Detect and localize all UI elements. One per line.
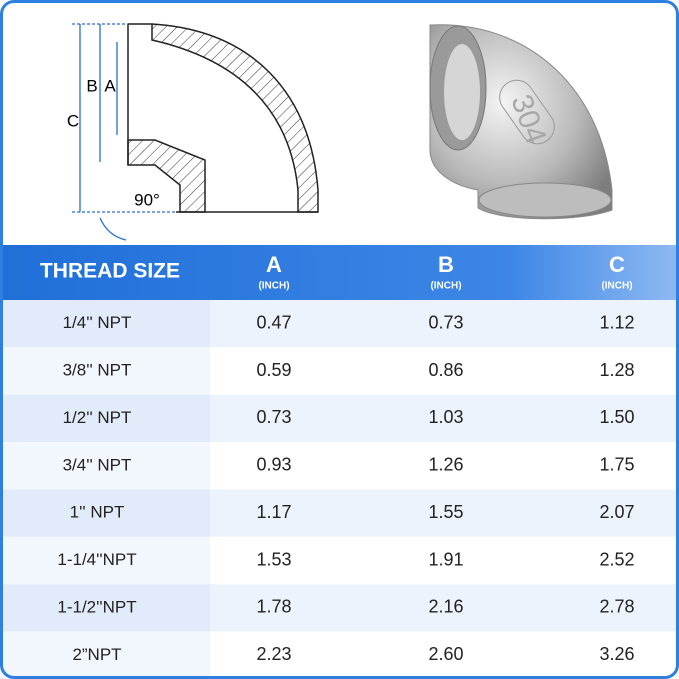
row-label-bg: [0, 489, 210, 537]
size-cell: 1-1/4''NPT: [57, 550, 136, 569]
value-cell: 2.52: [599, 549, 634, 569]
size-cell: 1/2'' NPT: [63, 408, 132, 427]
value-cell: 2.60: [428, 644, 463, 664]
angle-label: 90°: [134, 190, 160, 209]
fitting-image: [429, 24, 613, 220]
value-cell: 1.78: [256, 597, 291, 617]
size-cell: 3/8'' NPT: [63, 361, 132, 380]
value-cell: 1.50: [599, 407, 634, 427]
size-cell: 1'' NPT: [70, 503, 125, 522]
header-unit: (INCH): [258, 281, 289, 292]
header-unit: (INCH): [430, 281, 461, 292]
size-cell: 2”NPT: [72, 645, 121, 664]
row-label-bg: [0, 442, 210, 490]
value-cell: 1.26: [428, 455, 463, 475]
row-label-bg: [0, 347, 210, 395]
row-label-bg: [0, 536, 210, 585]
dim-c: C: [67, 111, 79, 130]
size-cell: 1-1/2''NPT: [57, 597, 136, 616]
header-cell: A: [266, 252, 282, 277]
value-cell: 1.75: [599, 455, 634, 475]
value-cell: 2.23: [256, 644, 291, 664]
size-cell: 1/4'' NPT: [63, 313, 132, 332]
value-cell: 0.73: [428, 312, 463, 332]
value-cell: 0.59: [256, 360, 291, 380]
row-label-bg: [0, 631, 210, 679]
value-cell: 1.03: [428, 407, 463, 427]
header-unit: (INCH): [601, 281, 632, 292]
value-cell: 0.73: [256, 407, 291, 427]
value-cell: 1.17: [256, 502, 291, 522]
value-cell: 0.47: [256, 312, 291, 332]
row-label-bg: [0, 394, 210, 443]
value-cell: 1.28: [599, 360, 634, 380]
size-cell: 3/4'' NPT: [63, 455, 132, 474]
value-cell: 1.91: [428, 549, 463, 569]
value-cell: 0.93: [256, 455, 291, 475]
header-cell: THREAD SIZE: [40, 260, 180, 283]
value-cell: 2.07: [599, 502, 634, 522]
value-cell: 1.53: [256, 549, 291, 569]
dim-b: B: [86, 76, 97, 95]
dim-a: A: [104, 76, 116, 95]
row-label-bg: [0, 300, 210, 348]
value-cell: 3.26: [599, 644, 634, 664]
header-cell: B: [438, 252, 454, 277]
value-cell: 1.55: [428, 502, 463, 522]
value-cell: 2.16: [428, 597, 463, 617]
row-label-bg: [0, 584, 210, 632]
value-cell: 0.86: [428, 360, 463, 380]
section-diagram: [72, 23, 319, 241]
header-cell: C: [609, 252, 625, 277]
value-cell: 1.12: [599, 312, 634, 332]
table-header-bg: [0, 245, 679, 300]
value-cell: 2.78: [599, 597, 634, 617]
